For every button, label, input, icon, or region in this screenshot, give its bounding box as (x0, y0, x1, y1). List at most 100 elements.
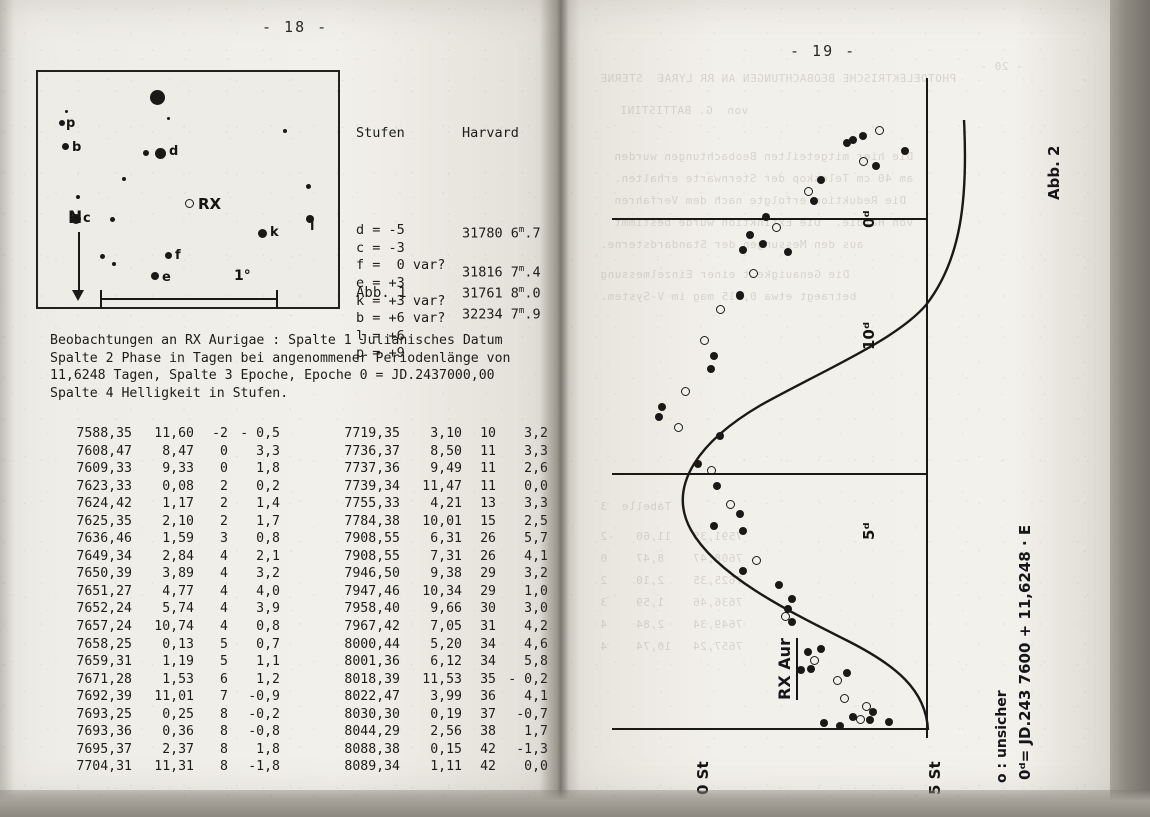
obs-cell: 7784,38 (344, 513, 400, 529)
scale-bar (100, 298, 278, 300)
obs-cell: 1,59 (162, 531, 194, 547)
observation-row: 7692,39 11,01 7 -0,9 8022,47 3,99 36 4,1 (58, 688, 548, 706)
obs-cell: 9,66 (430, 601, 462, 617)
obs-cell: 8001,36 (344, 654, 400, 670)
legend-unsicher: o : unsicher (994, 690, 1010, 783)
obs-cell: 1,7 (256, 513, 280, 529)
epoch-formula-label: 0ᵈ= JD.243 7600 + 11,6248 · E (1016, 524, 1034, 780)
obs-cell: 9,38 (430, 566, 462, 582)
right-page-sheet (560, 0, 1128, 800)
obs-cell: 8 (220, 741, 228, 757)
data-point-certain (803, 647, 812, 656)
obs-cell: 11,01 (154, 689, 194, 705)
page-edge-right (1110, 0, 1150, 817)
obs-cell: 0,19 (430, 706, 462, 722)
data-point-uncertain (752, 556, 762, 566)
observation-row: 7657,24 10,74 4 0,8 7967,42 7,05 31 4,2 (58, 618, 548, 636)
data-point-certain (735, 290, 744, 299)
obs-cell: -0,2 (248, 706, 280, 722)
obs-cell: 2 (220, 478, 228, 494)
harvard-row: 32234 7m.9 (462, 306, 541, 323)
obs-cell: 7737,36 (344, 461, 400, 477)
obs-cell: 8089,34 (344, 759, 400, 775)
north-arrow-line (78, 232, 80, 294)
star-faint-4 (122, 177, 126, 181)
obs-cell: -0,8 (248, 724, 280, 740)
obs-cell: 8 (220, 724, 228, 740)
obs-cell: 8044,29 (344, 724, 400, 740)
obs-cell: 1,8 (256, 461, 280, 477)
obs-cell: 7704,31 (76, 759, 132, 775)
obs-cell: 10,74 (154, 619, 194, 635)
obs-cell: 3,2 (256, 566, 280, 582)
column-gap (280, 706, 326, 724)
harvard-row: 31761 8m.0 (462, 284, 541, 302)
data-point-certain (816, 644, 825, 653)
obs-cell: 7693,36 (76, 724, 132, 740)
north-label: N (68, 208, 83, 228)
stufen-row: c = -3 (356, 239, 405, 256)
star-k (258, 229, 267, 238)
star-faint-8 (100, 254, 105, 259)
obs-cell: 7651,27 (76, 583, 132, 599)
obs-cell: 9,33 (162, 461, 194, 477)
obs-cell: 0,08 (162, 478, 194, 494)
data-point-uncertain (859, 156, 869, 166)
obs-cell: 1,11 (430, 759, 462, 775)
observations-table: 7588,35 11,60 -2- 0,5 7719,35 3,10 10 3,2 7608,… (58, 425, 548, 776)
obs-cell: 4 (220, 601, 228, 617)
obs-cell: 7739,34 (344, 478, 400, 494)
data-point-certain (739, 245, 748, 254)
obs-cell: 7658,25 (76, 636, 132, 652)
page-number-right: - 19 - (790, 42, 857, 60)
star-p (59, 120, 65, 126)
scale-bar-tick-right (276, 290, 278, 308)
star-label-c: c (83, 211, 91, 226)
stufen-row: l = +6 (356, 327, 405, 344)
obs-cell: 26 (480, 531, 496, 547)
obs-cell: 11,47 (422, 478, 462, 494)
obs-cell: 3,99 (430, 689, 462, 705)
obs-cell: -0,9 (248, 689, 280, 705)
star-faint-5 (76, 195, 80, 199)
observation-row: 7623,33 0,08 2 0,2 7739,34 11,47 11 0,0 (58, 478, 548, 496)
table-caption-text: Beobachtungen an RX Aurigae : Spalte 1 J… (50, 333, 511, 401)
gridline-phase-5 (612, 473, 926, 475)
observation-row: 7652,24 5,74 4 3,9 7958,40 9,66 30 3,0 (58, 600, 548, 618)
star-bright-unlabeled (150, 90, 165, 105)
star-b (62, 143, 69, 150)
stufen-header: Stufen (356, 125, 405, 142)
data-point-certain (758, 240, 767, 249)
obs-cell: 29 (480, 566, 496, 582)
data-point-uncertain (855, 714, 865, 724)
obs-cell: -1,8 (248, 759, 280, 775)
data-point-uncertain (726, 499, 736, 509)
column-gap (280, 653, 326, 671)
book-gutter-shadow (540, 0, 580, 800)
star-label-f: f (175, 248, 181, 263)
obs-cell: 10 (480, 426, 496, 441)
obs-cell: 7624,42 (76, 496, 132, 512)
obs-cell: 7649,34 (76, 548, 132, 564)
obs-cell: 2,84 (162, 548, 194, 564)
obs-cell: 35 (480, 671, 496, 687)
obs-cell: - 0,2 (508, 671, 548, 687)
observation-row: 7650,39 3,89 4 3,2 7946,50 9,38 29 3,2 (58, 565, 548, 583)
column-gap (280, 618, 326, 636)
star-c (71, 214, 81, 224)
obs-cell: 31 (480, 619, 496, 635)
scale-bar-tick-left (100, 290, 102, 308)
obs-cell: 0,13 (162, 636, 194, 652)
obs-cell: 34 (480, 636, 496, 652)
data-point-certain (787, 594, 796, 603)
obs-cell: 0,25 (162, 706, 194, 722)
obs-cell: 38 (480, 724, 496, 740)
column-gap (280, 548, 326, 566)
tick-label-0d-top: 0ᵈ (860, 210, 878, 228)
obs-cell: 8030,30 (344, 706, 400, 722)
obs-cell: 3,89 (162, 566, 194, 582)
obs-cell: 7693,25 (76, 706, 132, 722)
gridline-phase-0 (612, 728, 926, 730)
obs-cell: 37 (480, 706, 496, 722)
star-e (151, 272, 159, 280)
